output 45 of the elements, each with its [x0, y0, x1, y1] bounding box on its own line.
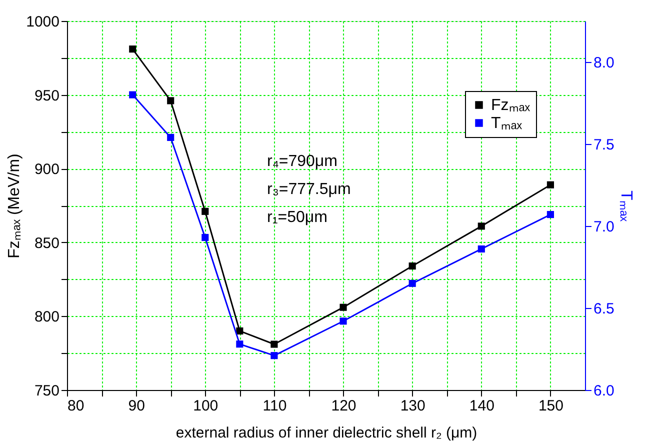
x-tick-label: 130 — [400, 398, 426, 414]
annotation: r₄=790μm — [267, 153, 338, 170]
point — [340, 304, 347, 311]
point — [270, 352, 278, 360]
y2-tick-label: 6.0 — [594, 382, 614, 400]
point — [408, 280, 416, 287]
x-tick-label: 80 — [68, 398, 84, 414]
point — [270, 340, 278, 348]
point — [340, 318, 347, 325]
y-tick-label: 950 — [34, 87, 60, 104]
point — [236, 327, 244, 334]
legend-label: Tₘₐₓ — [491, 115, 523, 132]
point — [129, 46, 136, 53]
legend-label: Fzₘₐₓ — [491, 97, 531, 114]
point — [167, 97, 174, 104]
y2-tick-label: 7.0 — [594, 218, 614, 236]
annotation: r₃=777.5μm — [267, 181, 351, 198]
y2-tick-label: 8.0 — [594, 54, 614, 72]
point — [236, 340, 244, 348]
point — [546, 181, 554, 188]
y2-axis-title: Tₘₐₓ — [617, 190, 634, 222]
x-tick-label: 100 — [193, 398, 218, 414]
y2-tick-label: 7.5 — [594, 136, 614, 154]
point — [478, 245, 485, 252]
x-tick-label: 150 — [538, 398, 564, 414]
y-tick-label: 1000 — [26, 14, 60, 30]
point — [408, 262, 416, 270]
y-axis-title: Fzₘₐₓ (MeV/m) — [6, 154, 24, 258]
x-axis-title: external radius of inner dielectric shell r₂ (μm) — [176, 424, 478, 442]
point — [202, 208, 209, 215]
x-tick-label: 90 — [128, 398, 145, 414]
y2-tick-label: 6.5 — [594, 300, 614, 318]
x-tick-label: 120 — [331, 398, 356, 414]
point — [478, 222, 485, 230]
x-tick-label: 110 — [262, 398, 287, 414]
annotation: r₁=50μm — [267, 209, 328, 226]
point — [167, 134, 174, 141]
point — [202, 234, 209, 242]
x-tick-label: 140 — [469, 398, 494, 414]
y-tick-label: 900 — [34, 161, 60, 178]
point — [546, 210, 554, 218]
y-tick-label: 750 — [34, 382, 60, 400]
point — [129, 91, 136, 98]
y-tick-label: 800 — [34, 308, 60, 326]
y-tick-label: 850 — [34, 234, 60, 252]
